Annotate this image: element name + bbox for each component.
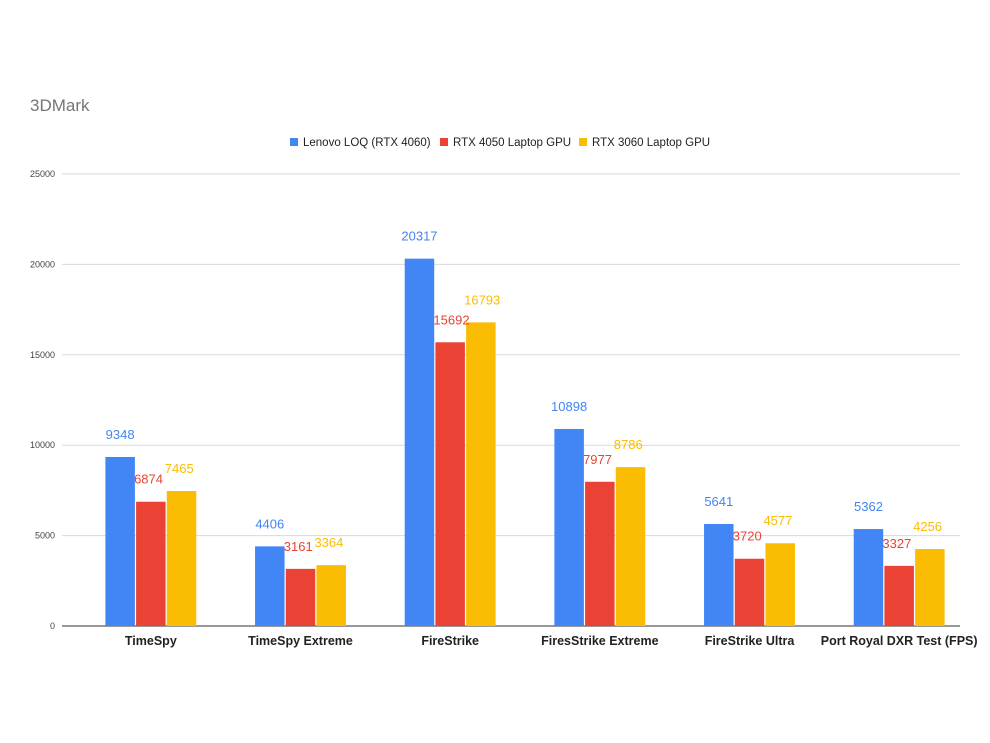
legend-swatch bbox=[290, 138, 298, 146]
y-tick-label: 20000 bbox=[30, 259, 55, 269]
bar bbox=[316, 565, 346, 626]
y-tick-label: 25000 bbox=[30, 169, 55, 179]
legend-swatch bbox=[579, 138, 587, 146]
bar bbox=[704, 524, 734, 626]
x-tick-label: FiresStrike Extreme bbox=[541, 634, 658, 648]
bar bbox=[255, 546, 285, 626]
bar bbox=[136, 501, 166, 626]
data-label: 3161 bbox=[284, 539, 313, 554]
x-tick-label: TimeSpy bbox=[125, 634, 177, 648]
bar bbox=[554, 428, 584, 626]
data-label: 9348 bbox=[106, 427, 135, 442]
bars bbox=[105, 258, 945, 626]
bar bbox=[166, 491, 197, 626]
legend-label: Lenovo LOQ (RTX 4060) bbox=[303, 137, 431, 149]
bar bbox=[285, 568, 316, 626]
y-tick-label: 10000 bbox=[30, 440, 55, 450]
bar bbox=[466, 322, 496, 626]
x-tick-label: TimeSpy Extreme bbox=[248, 634, 353, 648]
data-label: 5362 bbox=[854, 499, 883, 514]
bar bbox=[615, 467, 646, 626]
data-label: 20317 bbox=[401, 229, 437, 244]
data-label: 3327 bbox=[882, 536, 911, 551]
bar bbox=[765, 543, 795, 626]
data-label: 8786 bbox=[614, 437, 643, 452]
legend-swatch bbox=[440, 138, 448, 146]
data-label: 6874 bbox=[134, 472, 163, 487]
legend-label: RTX 3060 Laptop GPU bbox=[592, 137, 710, 149]
data-label: 7977 bbox=[583, 452, 612, 467]
bar bbox=[585, 481, 615, 626]
bar bbox=[105, 456, 135, 626]
bar bbox=[435, 342, 465, 626]
data-label: 7465 bbox=[165, 461, 194, 476]
data-label: 5641 bbox=[704, 494, 733, 509]
data-label: 10898 bbox=[551, 399, 587, 414]
bar bbox=[853, 529, 884, 626]
x-tick-label: Port Royal DXR Test (FPS) bbox=[821, 634, 978, 648]
data-label: 4256 bbox=[913, 519, 942, 534]
data-label: 3364 bbox=[314, 535, 343, 550]
legend-label: RTX 4050 Laptop GPU bbox=[453, 137, 571, 149]
data-label: 16793 bbox=[464, 292, 500, 307]
y-tick-label: 15000 bbox=[30, 350, 55, 360]
legend: Lenovo LOQ (RTX 4060) RTX 4050 Laptop GPU… bbox=[290, 137, 710, 149]
gridlines bbox=[62, 173, 960, 627]
bar bbox=[915, 549, 945, 626]
bar bbox=[884, 565, 914, 626]
x-axis: TimeSpy TimeSpy Extreme FireStrike FiresStr… bbox=[125, 634, 978, 648]
y-axis: 0 5000 10000 15000 20000 25000 bbox=[30, 169, 55, 631]
y-tick-label: 5000 bbox=[35, 531, 55, 541]
data-label: 15692 bbox=[433, 312, 469, 327]
bar bbox=[734, 558, 765, 626]
x-tick-label: FireStrike bbox=[421, 634, 479, 648]
data-label: 3720 bbox=[733, 529, 762, 544]
data-label: 4577 bbox=[763, 513, 792, 528]
bar bbox=[404, 258, 435, 626]
chart-title: 3DMark bbox=[30, 96, 90, 115]
x-tick-label: FireStrike Ultra bbox=[705, 634, 796, 648]
y-tick-label: 0 bbox=[50, 621, 55, 631]
data-label: 4406 bbox=[255, 516, 284, 531]
